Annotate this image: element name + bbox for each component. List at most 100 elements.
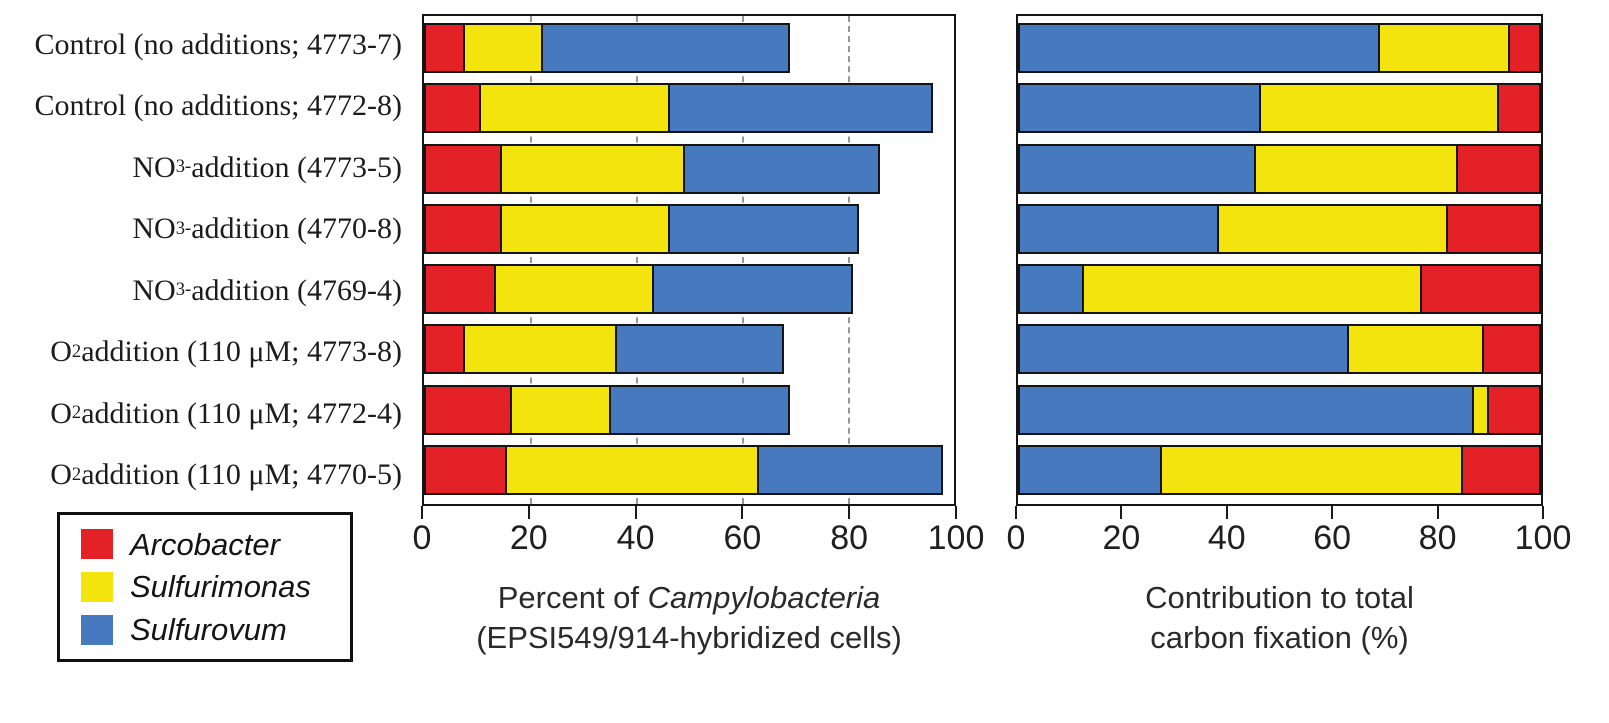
bar-segment-arcobacter [1507,25,1539,72]
stacked-bar [1018,384,1541,435]
text-segment: addition (110 μM; 4773-8) [81,335,402,369]
axis-tick-label: 0 [1006,519,1026,557]
bar-segment-sulfurimonas [1471,386,1488,433]
bar-segment-arcobacter [1487,386,1539,433]
text-segment: - [185,156,192,178]
left-chart-bars [424,16,954,504]
bar-segment-sulfurimonas [1217,205,1446,252]
bar-segment-sulfurovum [609,386,788,433]
legend-item: Sulfurimonas [81,571,342,602]
bar-segment-sulfurimonas [499,205,668,252]
axis-tick-label: 20 [1102,519,1141,557]
axis-tick [1542,506,1544,519]
stacked-bar [424,444,944,495]
bar-row [424,319,954,379]
axis-tick-label: 80 [830,519,869,557]
bar-segment-arcobacter [1461,446,1539,493]
bar-row [1018,259,1541,319]
right-chart-bars [1018,16,1541,504]
text-segment: O [50,396,72,430]
bar-segment-arcobacter [1419,266,1539,313]
right-x-axis-ticks [1015,506,1544,519]
bar-row [424,199,954,259]
axis-tick [1331,506,1334,519]
bar-row [1018,199,1541,259]
text-segment: 2 [71,402,82,424]
bar-segment-sulfurimonas [1378,25,1508,72]
bar-row [1018,319,1541,379]
bar-segment-arcobacter [426,326,463,373]
bar-row [424,139,954,199]
right-chart-plot [1016,14,1543,506]
axis-tick-label: 0 [412,519,432,557]
axis-tick [1436,506,1439,519]
text-segment: O [50,458,72,492]
bar-segment-sulfurimonas [1346,326,1482,373]
bar-row [424,440,954,500]
bar-segment-sulfurimonas [499,145,684,192]
legend-label: Sulfurimonas [130,569,311,605]
text-segment: 3 [175,279,185,301]
stacked-bar [424,384,790,435]
bar-segment-arcobacter [426,85,479,132]
category-label: NO 3- addition (4769-4) [0,260,402,322]
bar-segment-arcobacter [1455,145,1539,192]
axis-tick [421,506,423,519]
text-segment: 2 [71,340,82,362]
axis-tick [1225,506,1228,519]
gridline-20 [530,16,532,504]
axis-tick-label: 100 [927,519,985,557]
bar-segment-sulfurimonas [478,85,668,132]
text-segment: Percent of [497,580,648,615]
text-segment: addition (4773-5) [191,150,402,184]
bar-segment-sulfurimonas [1082,266,1420,313]
legend-item: Arcobacter [81,529,342,560]
left-x-axis-tick-labels: 0 20 40 60 80 100 [413,516,985,560]
bar-row [1018,380,1541,440]
legend-swatch-arcobacter [81,529,113,560]
bar-row [424,259,954,319]
stacked-bar [1018,444,1541,495]
legend-swatch-sulfurimonas [81,571,113,602]
gridline-40 [636,16,638,504]
axis-tick [1015,506,1017,519]
legend-box: Arcobacter Sulfurimonas Sulfurovum [57,512,353,662]
bar-row [1018,78,1541,138]
text-segment: addition (4769-4) [191,273,402,307]
bar-segment-arcobacter [426,25,463,72]
text-segment: Control (no additions; 4772-8) [34,89,402,123]
bar-segment-sulfurovum [1020,446,1161,493]
axis-tick-label: 80 [1418,519,1457,557]
stacked-bar [1018,83,1541,134]
axis-tick [527,506,530,519]
bar-segment-sulfurimonas [1160,446,1462,493]
stacked-bar [424,324,785,375]
bar-segment-sulfurimonas [462,326,615,373]
bar-segment-sulfurovum [667,85,931,132]
bar-segment-sulfurimonas [494,266,652,313]
bar-segment-sulfurimonas [504,446,758,493]
text-segment: Control (no additions; 4773-7) [34,27,402,61]
bar-segment-sulfurovum [541,25,788,72]
bar-segment-sulfurimonas [1253,145,1456,192]
bar-segment-arcobacter [426,145,500,192]
gridline-60 [742,16,744,504]
bar-segment-arcobacter [1445,205,1539,252]
text-segment: - [185,217,192,239]
axis-tick-label: 60 [723,519,762,557]
right-chart-xlabel: Contribution to total carbon fixation (%) [1016,578,1543,658]
stacked-bar [1018,264,1541,315]
legend-swatch-sulfurovum [81,614,113,645]
bar-row [1018,18,1541,78]
text-segment: Campylobacteria [647,580,881,615]
bar-segment-sulfurovum [1020,25,1379,72]
stacked-bar [424,203,859,254]
bar-segment-sulfurovum [1020,386,1472,433]
stacked-bar [1018,324,1541,375]
legend-item: Sulfurovum [81,614,342,645]
text-segment: 3 [175,217,185,239]
axis-tick [955,506,957,519]
bar-segment-sulfurovum [1020,85,1259,132]
